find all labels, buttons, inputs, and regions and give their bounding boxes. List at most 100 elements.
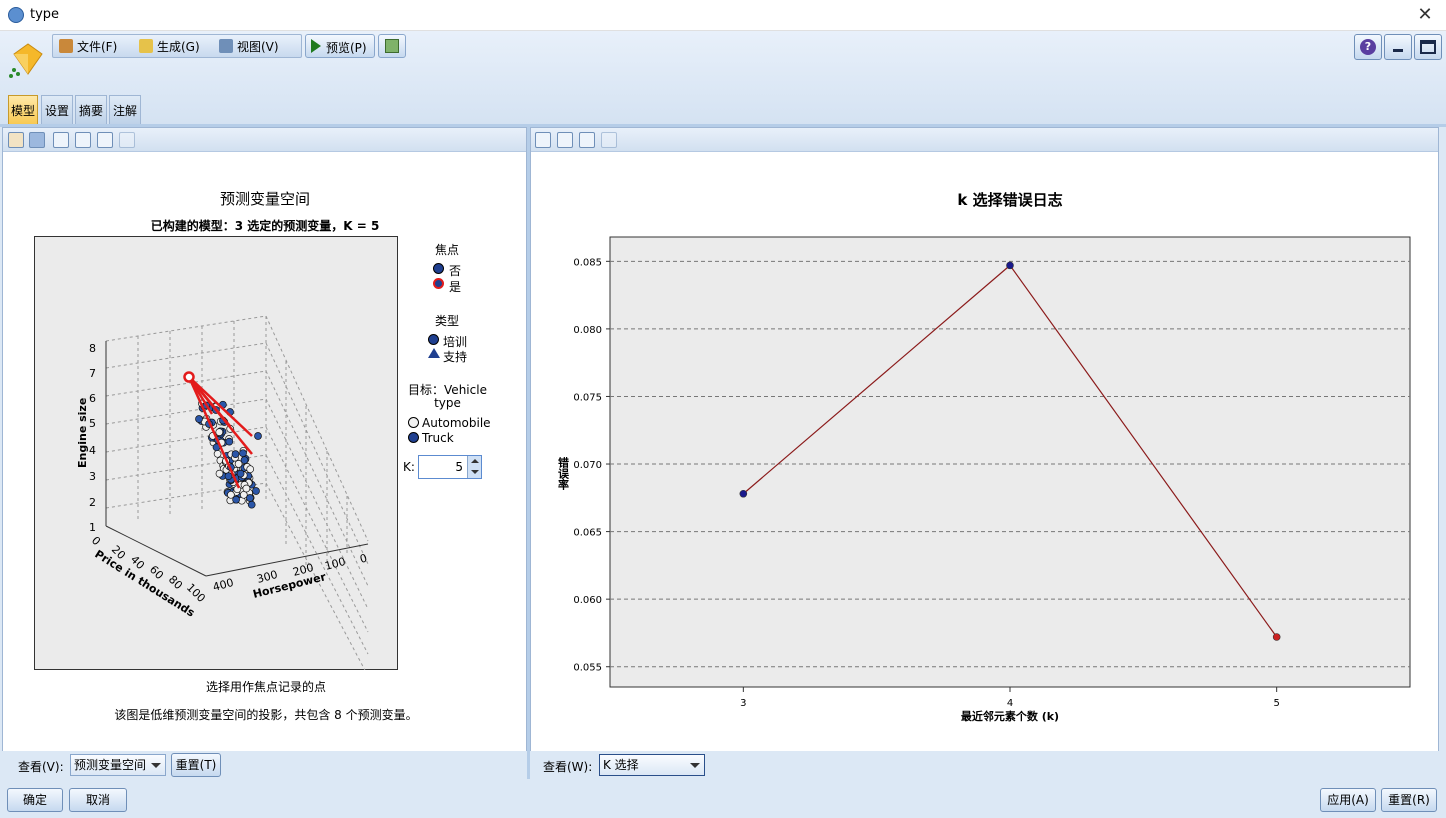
apply-button[interactable]: 应用(A) [1320,788,1376,812]
tab-summary[interactable]: 摘要 [75,95,107,125]
legend-truck-marker [408,432,419,443]
predictor-space-subtitle: 已构建的模型：3 选定的预测变量，K = 5 [150,219,380,233]
z-tick: 1 [89,521,96,534]
y-tick-label: 0.060 [573,595,602,606]
scatter-point[interactable] [236,469,245,478]
play-icon [311,39,321,53]
data-point[interactable] [1272,633,1281,641]
y-tick-label: 0.065 [573,528,602,539]
menu-file[interactable]: 文件(F) [59,38,117,55]
copy-data-icon[interactable] [557,132,573,148]
help-icon: ? [1360,39,1376,55]
scatter-point[interactable] [232,495,240,504]
y-tick-label: 0.055 [573,663,602,674]
z-tick: 2 [89,496,96,509]
scatter-point[interactable] [231,450,240,458]
z-tick: 4 [89,444,96,457]
chart-copy-icon[interactable] [53,132,69,148]
y-tick-label: 0.085 [573,257,602,268]
view-icon [219,39,233,53]
k-spinner[interactable]: 5 [418,455,482,479]
k-increment-button[interactable] [467,456,481,467]
scatter-point[interactable] [195,415,203,423]
z-tick: 8 [89,342,96,355]
scatter-point[interactable] [225,437,234,446]
app-icon [8,7,24,23]
predictor-space-caption-1: 选择用作焦点记录的点 [205,680,326,694]
export-icon [385,39,399,53]
minimize-button[interactable] [1384,34,1412,60]
focal-point[interactable] [183,371,195,383]
predictor-space-caption-2: 该图是低维预测变量空间的投影，共包含 8 个预测变量。 [114,708,418,722]
chart-title: k 选择错误日志 [957,191,1063,209]
menu-generate[interactable]: 生成(G) [139,38,200,55]
legend-train-marker [428,334,439,345]
title-bar: type ✕ [0,0,1446,31]
scatter-point[interactable] [213,449,222,458]
k-label: K: [403,460,415,474]
left-reset-button[interactable]: 重置(T) [171,753,221,777]
menu-view[interactable]: 视图(V) [219,38,279,55]
scatter-point[interactable] [215,469,224,478]
pointer-icon[interactable] [29,132,45,148]
panel-splitter[interactable] [527,127,530,779]
chart-copy-icon[interactable] [535,132,551,148]
maximize-button[interactable] [1414,34,1442,60]
left-view-select[interactable]: 预测变量空间 [70,754,166,776]
neighbor-lines [187,376,253,489]
legend-type-title: 类型 [435,314,460,328]
print-icon[interactable] [97,132,113,148]
x-tick-label: 3 [740,698,746,709]
scatter-point[interactable] [224,472,233,480]
legend-focus-title: 焦点 [435,243,460,257]
k-decrement-button[interactable] [467,467,481,478]
cancel-button[interactable]: 取消 [69,788,127,812]
scatter-point[interactable] [227,490,235,499]
chevron-down-icon [690,763,700,768]
k-selection-chart[interactable]: 0.055 0.060 0.065 0.070 0.075 0.080 0.085 3 4 5 错… [530,225,1430,735]
minimize-icon [1393,49,1403,52]
legend-support-marker [428,348,440,358]
brush-icon[interactable] [8,132,24,148]
print-icon[interactable] [579,132,595,148]
y-axis-label: 错误率 [557,456,570,491]
scatter-point[interactable] [246,465,255,474]
ok-button[interactable]: 确定 [7,788,63,812]
z-axis-label: Engine size [76,398,89,468]
legend-focus-yes-marker [433,278,444,289]
data-point[interactable] [1006,261,1014,270]
export-button[interactable] [378,34,406,58]
tab-annotations[interactable]: 注解 [109,95,141,125]
z-tick: 7 [89,367,96,380]
3d-scatter-plot[interactable]: 8 7 6 5 4 3 2 1 0 20 40 60 80 100 400 30… [34,236,398,670]
help-button[interactable]: ? [1354,34,1382,60]
scatter-point[interactable] [239,449,247,458]
data-point[interactable] [739,489,748,498]
scatter-point[interactable] [242,484,251,493]
scatter-point[interactable] [240,456,249,464]
x-tick-label: 4 [1007,698,1013,709]
scatter-point[interactable] [246,494,254,502]
legend-train: 培训 [443,335,468,349]
y-tick: 400 [211,576,235,594]
close-icon[interactable]: ✕ [1417,4,1433,25]
reset-button[interactable]: 重置(R) [1381,788,1437,812]
scatter-point[interactable] [254,432,262,440]
left-toolbar [3,128,526,152]
tab-settings[interactable]: 设置 [41,95,73,125]
legend-automobile: Automobile [422,416,491,430]
k-value[interactable]: 5 [455,460,463,474]
legend-focus-no: 否 [449,264,462,278]
tab-model[interactable]: 模型 [8,95,38,125]
right-view-select[interactable]: K 选择 [599,754,705,776]
z-tick: 3 [89,470,96,483]
x-axis-label: 最近邻元素个数 (k) [961,709,1059,723]
scatter-point[interactable] [247,500,256,509]
copy-data-icon[interactable] [75,132,91,148]
scatter-point[interactable] [234,460,243,468]
right-view-label: 查看(W): [543,760,593,774]
menu-bar: 文件(F) 生成(G) 视图(V) [52,34,302,58]
preview-button[interactable]: 预览(P) [305,34,375,58]
scatter-point[interactable] [252,487,260,495]
scatter-point[interactable] [215,428,224,436]
